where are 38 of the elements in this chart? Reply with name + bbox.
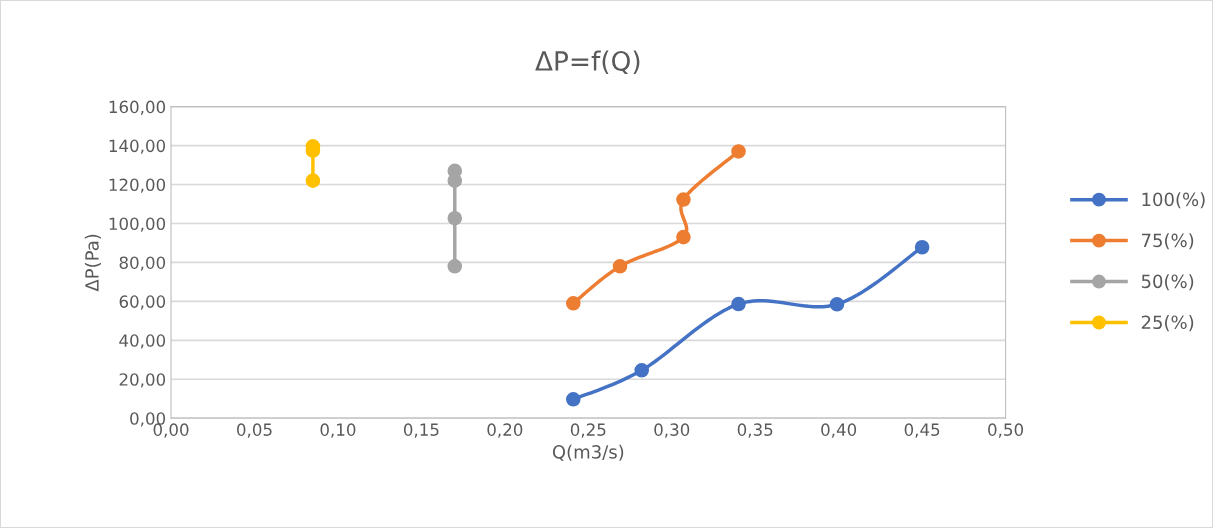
y-axis-title: ΔP(Pa) [84,234,101,292]
point [676,192,691,207]
x-tick-label: 0,30 [654,423,690,438]
x-tick-label: 0,35 [737,423,773,438]
x-tick-label: 0,20 [487,423,523,438]
y-tick-label: 20,00 [119,373,166,388]
x-tick-label: 0,15 [403,423,439,438]
x-tick-label: 0,40 [821,423,857,438]
point [676,229,691,245]
x-tick-label: 0,05 [237,423,272,438]
legend-label: 75(%) [1141,233,1194,250]
point [634,362,649,378]
point [731,296,746,312]
legend-label: 50(%) [1141,274,1194,291]
y-tick-label: 160,00 [109,100,166,115]
chart-title: ΔP=f(Q) [535,50,640,75]
point [914,239,930,255]
x-tick-label: 0,10 [320,423,356,438]
point [305,173,321,188]
legend-label: 25(%) [1141,315,1194,332]
x-axis-title: Q(m3/s) [552,444,624,461]
point [447,210,463,226]
y-tick-label: 80,00 [119,256,166,271]
point [829,296,845,312]
y-tick-label: 60,00 [119,295,166,310]
x-tick-label: 0,50 [988,423,1024,438]
y-tick-label: 140,00 [109,139,166,154]
x-tick-label: 0,25 [570,423,606,438]
y-tick-label: 40,00 [119,334,166,349]
point [731,144,746,159]
y-tick-label: 120,00 [109,178,166,193]
point [447,259,463,274]
point [612,259,628,274]
x-tick-label: 0,45 [904,423,940,438]
legend-label: 100(%) [1142,192,1205,209]
point [566,392,581,407]
point [566,296,581,311]
y-tick-label: 100,00 [109,217,166,232]
